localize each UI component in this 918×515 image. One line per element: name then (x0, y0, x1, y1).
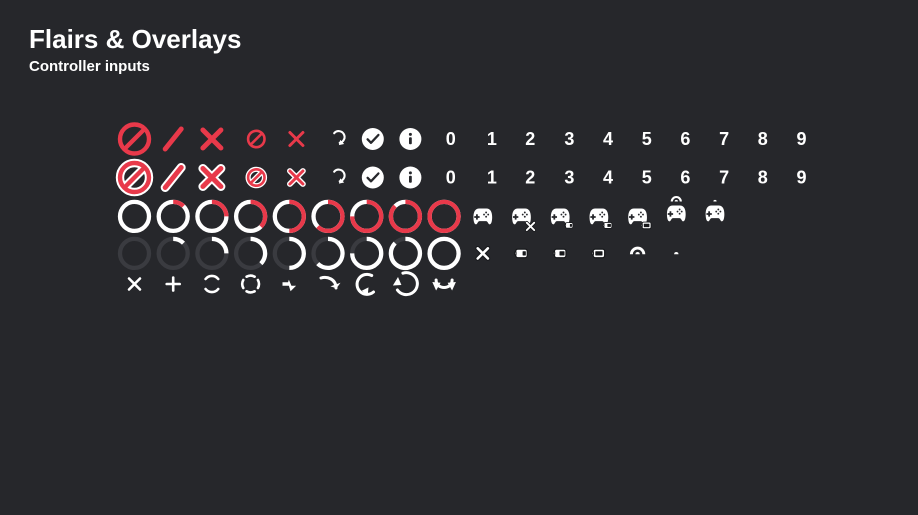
svg-text:6: 6 (680, 129, 690, 149)
svg-text:5: 5 (642, 129, 652, 149)
svg-text:0: 0 (446, 129, 456, 149)
svg-text:2: 2 (525, 129, 535, 149)
svg-text:4: 4 (603, 129, 613, 149)
svg-text:0: 0 (446, 168, 456, 188)
svg-text:6: 6 (680, 168, 690, 188)
svg-text:9: 9 (796, 168, 806, 188)
svg-text:3: 3 (564, 168, 574, 188)
svg-text:2: 2 (525, 168, 535, 188)
svg-text:1: 1 (487, 129, 497, 149)
svg-text:5: 5 (642, 168, 652, 188)
svg-text:7: 7 (719, 129, 729, 149)
svg-text:4: 4 (603, 168, 613, 188)
svg-text:7: 7 (719, 168, 729, 188)
svg-text:8: 8 (758, 168, 768, 188)
svg-text:9: 9 (796, 129, 806, 149)
svg-text:1: 1 (487, 168, 497, 188)
svg-text:3: 3 (564, 129, 574, 149)
svg-text:8: 8 (758, 129, 768, 149)
